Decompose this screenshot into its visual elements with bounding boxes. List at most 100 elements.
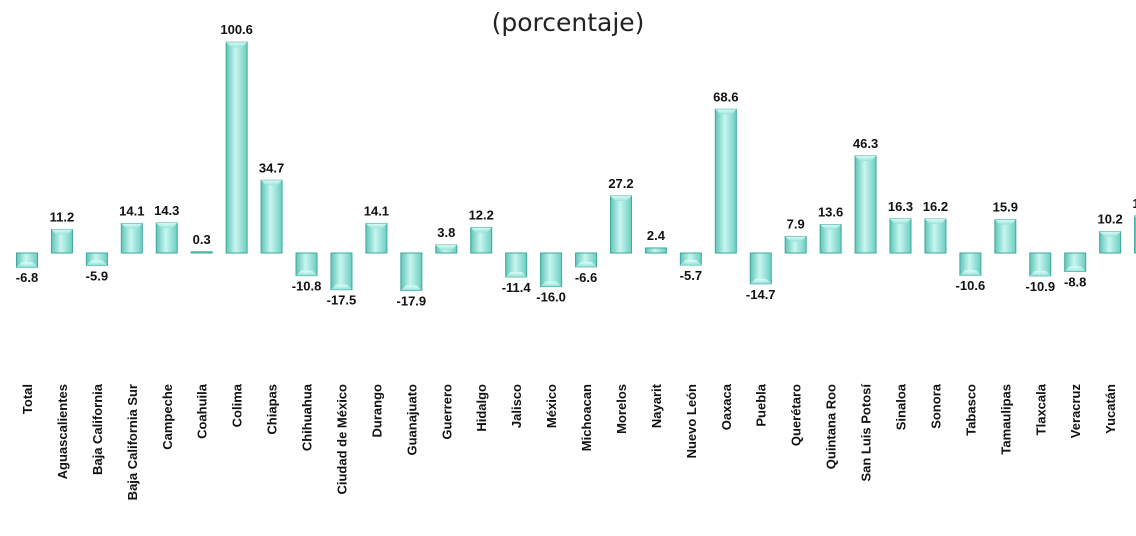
bar-colima xyxy=(225,41,248,254)
bar-bevel-tlaxcala xyxy=(1029,270,1051,276)
bar-bevel-guanajuato xyxy=(400,285,422,291)
bar-bevel-baja-california xyxy=(86,260,108,266)
value-label-puebla: -14.7 xyxy=(746,287,776,302)
bar-bevel-hidalgo xyxy=(470,227,492,233)
bar-coahuila xyxy=(190,251,213,254)
tick-label-guerrero: Guerrero xyxy=(439,384,454,440)
tick-label-tabasco: Tabasco xyxy=(963,384,978,436)
tick-label-oaxaca: Oaxaca xyxy=(719,383,734,430)
value-label-zacatecas: 17.7 xyxy=(1132,196,1136,211)
bar-chiapas xyxy=(260,179,283,254)
value-label-quintana-roo: 13.6 xyxy=(818,205,843,220)
value-label-oaxaca: 68.6 xyxy=(713,89,738,104)
bar-guanajuato xyxy=(400,252,423,292)
bar-bevel-veracruz xyxy=(1064,266,1086,272)
value-label-tamaulipas: 15.9 xyxy=(993,200,1018,215)
bar-bevel-chihuahua xyxy=(296,270,318,276)
tick-label-baja-california: Baja California xyxy=(90,383,105,475)
tick-label-san-luis-potosi: San Luis Potosí xyxy=(859,384,874,482)
bar-bevel-mexico xyxy=(540,281,562,287)
value-label-tlaxcala: -10.9 xyxy=(1025,279,1055,294)
value-label-sonora: 16.2 xyxy=(923,199,948,214)
value-label-chiapas: 34.7 xyxy=(259,160,284,175)
value-label-durango: 14.1 xyxy=(364,203,389,218)
bar-bevel-nuevo-leon xyxy=(680,259,702,265)
tick-label-chiapas: Chiapas xyxy=(265,384,280,435)
value-label-san-luis-potosi: 46.3 xyxy=(853,136,878,151)
bar-sonora xyxy=(924,218,947,254)
tick-label-guanajuato: Guanajuato xyxy=(404,384,419,456)
tick-label-yucatan: Yucatán xyxy=(1103,384,1118,434)
tick-label-puebla: Puebla xyxy=(754,383,769,426)
tick-label-sonora: Sonora xyxy=(928,383,943,429)
tick-label-ciudad-de-mexico: Ciudad de México xyxy=(334,384,349,495)
tick-label-queretaro: Querétaro xyxy=(789,384,804,446)
bar-zacatecas xyxy=(1134,215,1136,254)
value-label-queretaro: 7.9 xyxy=(787,216,805,231)
bar-bevel-baja-california-sur xyxy=(121,223,143,229)
bar-bevel-durango xyxy=(365,223,387,229)
bar-mexico xyxy=(540,252,563,288)
chart-title: (porcentaje) xyxy=(491,8,645,37)
tick-label-jalisco: Jalisco xyxy=(509,384,524,428)
value-label-colima: 100.6 xyxy=(220,22,253,37)
bar-bevel-sinaloa xyxy=(890,218,911,224)
bar-bevel-queretaro xyxy=(785,236,807,242)
value-label-nayarit: 2.4 xyxy=(647,228,666,243)
bar-san-luis-potosi xyxy=(854,155,877,254)
bar-bevel-tamaulipas xyxy=(994,219,1016,225)
value-label-jalisco: -11.4 xyxy=(502,280,532,295)
bar-bevel-sonora xyxy=(924,219,946,225)
tick-label-campeche: Campeche xyxy=(160,384,175,450)
value-label-total: -6.8 xyxy=(16,270,38,285)
bar-morelos xyxy=(609,195,632,254)
bar-oaxaca xyxy=(714,108,737,254)
tick-label-michoacan: Michoacan xyxy=(579,384,594,451)
bar-ciudad-de-mexico xyxy=(330,252,353,291)
bar-bevel-guerrero xyxy=(435,245,457,251)
bar-sinaloa xyxy=(889,218,912,254)
tick-label-durango: Durango xyxy=(369,384,384,438)
bar-bevel-tabasco xyxy=(959,270,981,276)
value-label-veracruz: -8.8 xyxy=(1064,274,1086,289)
value-label-mexico: -16.0 xyxy=(536,290,566,305)
value-label-guerrero: 3.8 xyxy=(437,225,455,240)
bar-bevel-total xyxy=(16,262,38,268)
bar-bevel-san-luis-potosi xyxy=(855,156,877,162)
value-label-campeche: 14.3 xyxy=(154,203,179,218)
value-label-baja-california: -5.9 xyxy=(86,268,108,283)
tick-label-nuevo-leon: Nuevo León xyxy=(684,384,699,458)
tick-label-sinaloa: Sinaloa xyxy=(894,383,909,430)
value-label-baja-california-sur: 14.1 xyxy=(119,203,144,218)
tick-label-hidalgo: Hidalgo xyxy=(474,384,489,432)
value-label-morelos: 27.2 xyxy=(608,176,633,191)
tick-label-veracruz: Veracruz xyxy=(1068,384,1083,439)
bar-bevel-puebla xyxy=(750,278,772,284)
tick-label-baja-california-sur: Baja California Sur xyxy=(125,384,140,500)
bar-nayarit xyxy=(644,247,667,254)
value-label-nuevo-leon: -5.7 xyxy=(680,268,702,283)
tick-label-morelos: Morelos xyxy=(614,384,629,434)
bar-bevel-jalisco xyxy=(505,271,527,277)
bar-bevel-ciudad-de-mexico xyxy=(330,284,352,290)
bar-bevel-morelos xyxy=(610,196,632,202)
tick-label-total: Total xyxy=(20,384,35,414)
tick-label-quintana-roo: Quintana Roo xyxy=(824,384,839,469)
tick-label-chihuahua: Chihuahua xyxy=(300,383,315,451)
value-label-coahuila: 0.3 xyxy=(193,232,211,247)
value-label-hidalgo: 12.2 xyxy=(469,207,494,222)
bar-bevel-colima xyxy=(226,42,248,48)
bar-bevel-campeche xyxy=(156,223,178,229)
value-label-chihuahua: -10.8 xyxy=(292,279,322,294)
bar-bevel-quintana-roo xyxy=(820,224,842,230)
value-label-aguascalientes: 11.2 xyxy=(50,210,75,225)
tick-label-nayarit: Nayarit xyxy=(649,383,664,428)
bar-bevel-yucatan xyxy=(1099,231,1121,237)
tick-label-mexico: México xyxy=(544,384,559,428)
bar-bevel-oaxaca xyxy=(715,109,737,115)
value-label-yucatan: 10.2 xyxy=(1097,212,1122,227)
value-label-sinaloa: 16.3 xyxy=(888,199,913,214)
value-label-tabasco: -10.6 xyxy=(956,278,986,293)
